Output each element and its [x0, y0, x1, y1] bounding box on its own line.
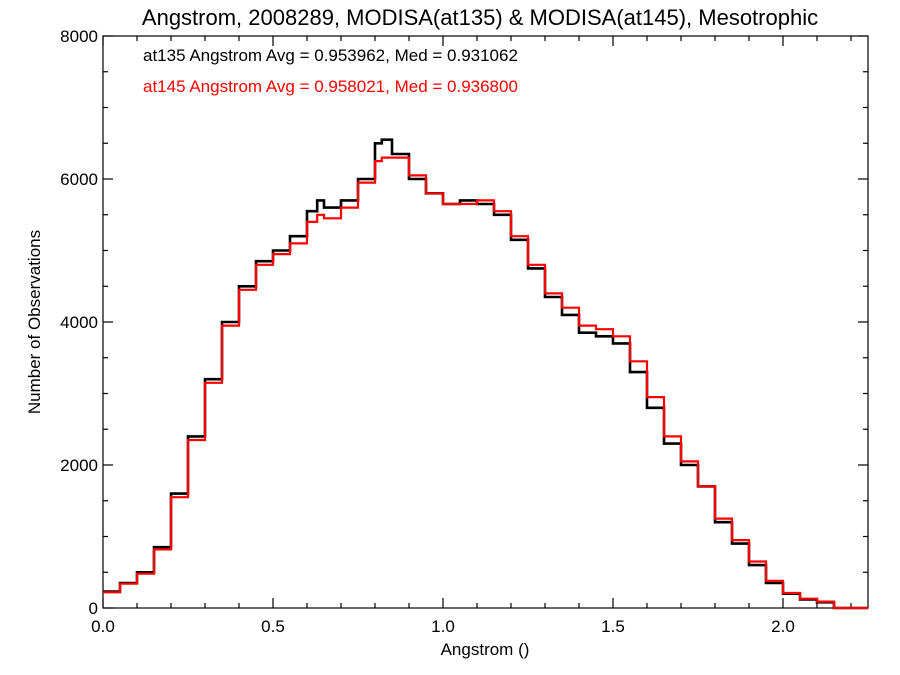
x-axis-label: Angstrom ()	[441, 640, 530, 659]
x-tick-label: 2.0	[771, 617, 795, 636]
y-tick-label: 4000	[60, 313, 98, 332]
series-lines	[103, 138, 868, 610]
series-line-at135	[103, 138, 868, 610]
series-line-at145	[103, 156, 868, 610]
y-tick-label: 6000	[60, 170, 98, 189]
y-tick-label: 2000	[60, 456, 98, 475]
x-tick-label: 0.0	[91, 617, 115, 636]
y-tick-label: 8000	[60, 27, 98, 46]
chart-title: Angstrom, 2008289, MODISA(at135) & MODIS…	[142, 5, 818, 30]
x-tick-labels: 0.0 0.5 1.0 1.5 2.0	[91, 617, 795, 636]
x-tick-label: 1.5	[601, 617, 625, 636]
legend-at135: at135 Angstrom Avg = 0.953962, Med = 0.9…	[143, 46, 518, 65]
x-tick-label: 0.5	[261, 617, 285, 636]
x-tick-label: 1.0	[431, 617, 455, 636]
axis-ticks	[102, 35, 868, 609]
plot-frame	[102, 35, 869, 609]
y-tick-label: 0	[89, 599, 98, 618]
legend-at145: at145 Angstrom Avg = 0.958021, Med = 0.9…	[143, 77, 518, 96]
y-tick-labels: 0 2000 4000 6000 8000	[60, 27, 98, 618]
y-axis-label: Number of Observations	[25, 230, 44, 414]
